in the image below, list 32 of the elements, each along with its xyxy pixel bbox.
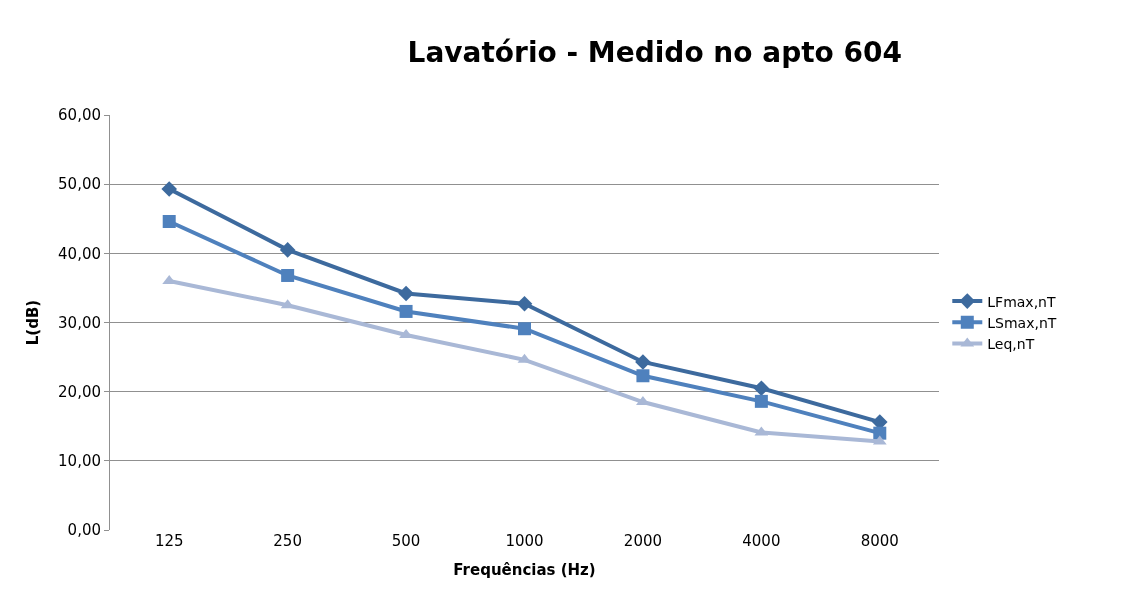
point	[398, 285, 414, 302]
y-axis-title: L(dB)	[24, 299, 43, 346]
legend-label: LSmax,nT	[987, 314, 1057, 331]
legend-label: LFmax,nT	[987, 293, 1056, 310]
chart-title: Lavatório - Medido no apto 604	[407, 35, 903, 69]
y-tick-label: 60,00	[58, 106, 101, 125]
x-tick-label: 4000	[742, 532, 781, 550]
point	[399, 304, 413, 318]
x-tick-label: 1000	[505, 532, 544, 550]
x-tick-label: 500	[391, 532, 421, 550]
x-tick-label: 2000	[623, 532, 663, 550]
point	[279, 242, 296, 258]
point	[754, 394, 768, 408]
x-tick-label: 250	[273, 532, 302, 550]
x-tick-label: 8000	[860, 532, 899, 550]
point	[516, 296, 533, 312]
point	[518, 322, 531, 336]
y-tick-label: 40,00	[58, 244, 101, 263]
y-tick-label: 20,00	[58, 382, 101, 401]
point	[753, 380, 770, 397]
point	[162, 215, 176, 229]
y-tick-label: 0,00	[67, 521, 101, 540]
point	[636, 369, 650, 383]
legend-label: Leq,nT	[987, 335, 1035, 352]
y-tick-label: 50,00	[58, 175, 101, 194]
y-tick-label: 30,00	[58, 313, 101, 332]
point	[161, 181, 178, 197]
point	[635, 354, 651, 370]
x-axis-title: Frequências (Hz)	[453, 561, 596, 579]
x-tick-label: 125	[154, 532, 184, 550]
y-tick-label: 10,00	[58, 452, 101, 471]
point	[281, 268, 295, 282]
